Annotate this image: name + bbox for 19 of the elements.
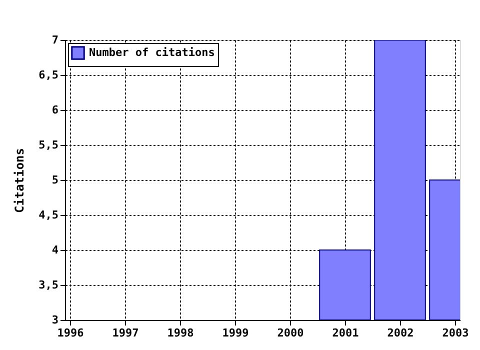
y-tick-label: 6,5 — [38, 68, 58, 82]
x-tick-label: 1996 — [57, 326, 84, 340]
x-tick-label: 1999 — [222, 326, 249, 340]
x-tick-label: 2001 — [332, 326, 360, 340]
y-tick-label: 5,5 — [38, 138, 58, 152]
y-tick-label: 7 — [52, 34, 58, 46]
x-tick-label: 1997 — [112, 326, 139, 340]
y-tick-label: 6 — [52, 104, 59, 116]
x-tick-label: 2002 — [387, 326, 414, 340]
y-tick-label: 3 — [52, 314, 58, 326]
y-tick-label: 4,5 — [38, 208, 58, 222]
x-tick-label: 2000 — [277, 326, 304, 340]
y-tick-label: 3,5 — [38, 278, 58, 292]
y-tick-label: 5 — [52, 174, 58, 186]
x-tick-label: 2003 — [442, 326, 469, 340]
y-axis-title: Citations — [12, 148, 27, 214]
y-tick-label: 4 — [52, 244, 59, 256]
x-tick-label: 1998 — [167, 326, 194, 340]
legend-label: Number of citations — [89, 46, 215, 59]
